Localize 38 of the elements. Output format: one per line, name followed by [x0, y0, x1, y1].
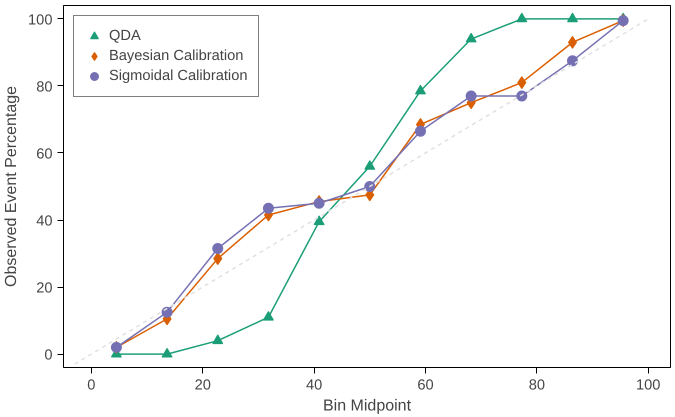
point	[568, 36, 577, 49]
point	[414, 84, 426, 94]
point	[364, 181, 376, 192]
point	[162, 306, 173, 318]
point	[566, 12, 578, 22]
legend-label: Bayesian Calibration	[109, 48, 244, 64]
point	[262, 310, 274, 321]
point	[517, 76, 526, 90]
point	[314, 215, 325, 226]
point	[516, 12, 528, 22]
x-tick-label: 80	[528, 378, 546, 394]
point	[516, 90, 528, 102]
y-tick-label: 0	[44, 348, 53, 364]
point	[262, 202, 274, 214]
point	[213, 252, 222, 266]
legend-label: QDA	[109, 28, 141, 44]
point	[162, 348, 173, 358]
point	[212, 243, 224, 254]
point	[466, 90, 477, 102]
point	[566, 55, 578, 66]
y-axis-title: Observed Event Percentage	[3, 86, 20, 288]
point	[414, 126, 426, 137]
x-axis-title: Bin Midpoint	[322, 398, 412, 414]
point	[212, 334, 224, 344]
y-tick-label: 100	[28, 12, 53, 28]
point	[364, 160, 376, 170]
y-tick-label: 40	[36, 214, 53, 230]
x-tick-label: 60	[417, 378, 434, 394]
x-tick-label: 0	[87, 378, 96, 394]
y-tick-label: 20	[36, 280, 53, 297]
y-tick-label: 60	[36, 146, 53, 162]
x-tick-label: 100	[636, 378, 660, 394]
point	[466, 32, 477, 42]
legend-label: Sigmoidal Calibration	[109, 68, 248, 84]
x-tick-label: 20	[194, 378, 211, 394]
y-tick-label: 80	[36, 79, 53, 96]
x-tick-label: 40	[306, 378, 322, 394]
point	[314, 198, 325, 209]
